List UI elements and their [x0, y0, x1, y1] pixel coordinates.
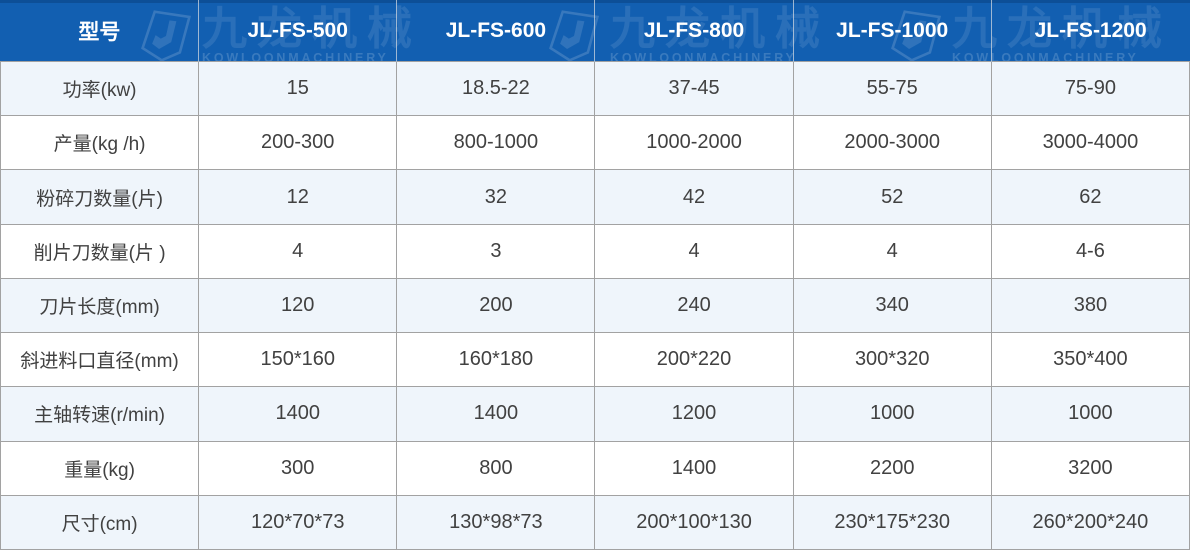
spec-cell: 2000-3000	[792, 115, 992, 171]
spec-cell: 1200	[594, 386, 794, 442]
spec-cell: 120	[198, 277, 398, 334]
row-label: 尺寸(cm)	[0, 494, 200, 550]
spec-cell: 800-1000	[396, 115, 596, 171]
table-row: 斜进料口直径(mm) 150*160 160*180 200*220 300*320 35…	[0, 332, 1190, 388]
spec-cell: 1000	[990, 386, 1190, 442]
spec-cell: 42	[594, 169, 794, 225]
table-row: 尺寸(cm) 120*70*73 130*98*73 200*100*130 230*1…	[0, 494, 1190, 550]
spec-cell: 3000-4000	[990, 115, 1190, 171]
spec-cell: 4	[792, 223, 992, 279]
row-label: 重量(kg)	[0, 440, 200, 496]
table-row: 产量(kg /h) 200-300 800-1000 1000-2000 2000-30…	[0, 115, 1190, 171]
spec-cell: 32	[396, 169, 596, 225]
spec-cell: 62	[990, 169, 1190, 225]
spec-cell: 230*175*230	[792, 494, 992, 550]
spec-cell: 120*70*73	[198, 494, 398, 550]
spec-cell: 200	[396, 277, 596, 334]
spec-cell: 4	[198, 223, 398, 279]
spec-cell: 260*200*240	[990, 494, 1190, 550]
spec-cell: 1000-2000	[594, 115, 794, 171]
spec-cell: 200-300	[198, 115, 398, 171]
column-header: JL-FS-600	[396, 0, 596, 62]
spec-cell: 340	[792, 277, 992, 334]
row-label: 斜进料口直径(mm)	[0, 332, 200, 388]
table-row: 主轴转速(r/min) 1400 1400 1200 1000 1000	[0, 386, 1190, 442]
spec-cell: 18.5-22	[396, 60, 596, 117]
spec-cell: 3	[396, 223, 596, 279]
row-label: 刀片长度(mm)	[0, 277, 200, 334]
spec-cell: 800	[396, 440, 596, 496]
spec-cell: 160*180	[396, 332, 596, 388]
spec-cell: 150*160	[198, 332, 398, 388]
column-header: JL-FS-1000	[793, 0, 992, 62]
model-column-header: 型号	[0, 0, 200, 62]
spec-cell: 55-75	[792, 60, 992, 117]
spec-cell: 350*400	[990, 332, 1190, 388]
table-row: 重量(kg) 300 800 1400 2200 3200	[0, 440, 1190, 496]
spec-cell: 4	[594, 223, 794, 279]
spec-cell: 1400	[198, 386, 398, 442]
spec-cell: 300*320	[792, 332, 992, 388]
spec-cell: 75-90	[990, 60, 1190, 117]
column-header: JL-FS-800	[594, 0, 794, 62]
spec-cell: 200*100*130	[594, 494, 794, 550]
spec-cell: 240	[594, 277, 794, 334]
spec-cell: 200*220	[594, 332, 794, 388]
row-label: 功率(kw)	[0, 60, 200, 117]
spec-cell: 380	[990, 277, 1190, 334]
spec-table-head: 型号 JL-FS-500 JL-FS-600 JL-FS-800 JL-FS-1000 J…	[0, 0, 1190, 62]
row-label: 粉碎刀数量(片)	[0, 169, 200, 225]
row-label: 产量(kg /h)	[0, 115, 200, 171]
table-row: 削片刀数量(片 ) 4 3 4 4 4-6	[0, 223, 1190, 279]
column-header: JL-FS-500	[198, 0, 398, 62]
table-row: 刀片长度(mm) 120 200 240 340 380	[0, 277, 1190, 334]
header-row: 型号 JL-FS-500 JL-FS-600 JL-FS-800 JL-FS-1000 J…	[0, 0, 1190, 62]
row-label: 削片刀数量(片 )	[0, 223, 200, 279]
spec-cell: 37-45	[594, 60, 794, 117]
column-header: JL-FS-1200	[1034, 18, 1147, 42]
spec-cell: 1400	[396, 386, 596, 442]
spec-cell: 15	[198, 60, 398, 117]
table-row: 粉碎刀数量(片) 12 32 42 52 62	[0, 169, 1190, 225]
spec-cell: 1400	[594, 440, 794, 496]
spec-cell: 3200	[990, 440, 1190, 496]
table-row: 功率(kw) 15 18.5-22 37-45 55-75 75-90	[0, 60, 1190, 117]
spec-cell: 52	[792, 169, 992, 225]
spec-cell: 300	[198, 440, 398, 496]
row-label: 主轴转速(r/min)	[0, 386, 200, 442]
spec-cell: 2200	[792, 440, 992, 496]
spec-table-body: 功率(kw) 15 18.5-22 37-45 55-75 75-90 产量(kg /h) 2…	[0, 60, 1190, 550]
spec-cell: 130*98*73	[396, 494, 596, 550]
spec-cell: 1000	[792, 386, 992, 442]
spec-cell: 4-6	[990, 223, 1190, 279]
spec-cell: 12	[198, 169, 398, 225]
